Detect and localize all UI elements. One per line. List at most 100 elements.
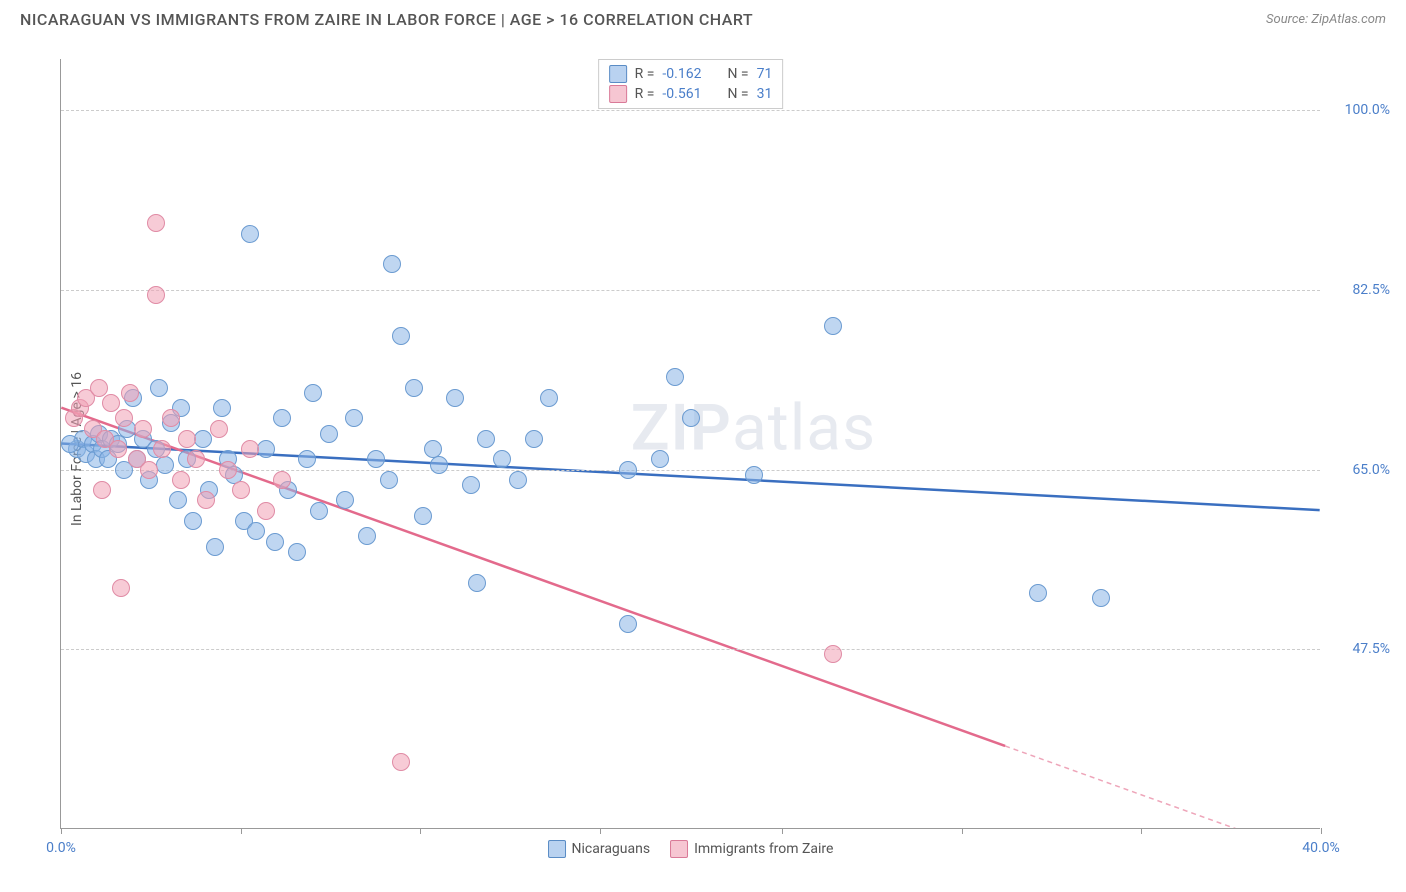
scatter-point [288,543,306,561]
scatter-point [115,409,133,427]
scatter-point [477,430,495,448]
gridline [61,649,1320,650]
scatter-point [210,420,228,438]
x-tick [420,828,421,834]
scatter-point [153,440,171,458]
scatter-point [745,466,763,484]
legend-item-nicaraguans: Nicaraguans [548,840,651,858]
scatter-point [619,461,637,479]
scatter-point [121,384,139,402]
scatter-point [1092,589,1110,607]
source-attribution: Source: ZipAtlas.com [1266,12,1386,27]
series-legend: Nicaraguans Immigrants from Zaire [548,840,834,858]
scatter-point [247,522,265,540]
scatter-point [380,471,398,489]
scatter-point [257,440,275,458]
scatter-point [184,512,202,530]
scatter-point [162,409,180,427]
scatter-point [310,502,328,520]
scatter-point [824,317,842,335]
r-label: R = [635,86,655,102]
scatter-point [273,409,291,427]
r-label: R = [635,66,655,82]
scatter-point [90,379,108,397]
gridline [61,290,1320,291]
x-tick [241,828,242,834]
scatter-point [298,450,316,468]
n-label: N = [727,86,748,102]
scatter-point [682,409,700,427]
scatter-point [446,389,464,407]
chart-title: NICARAGUAN VS IMMIGRANTS FROM ZAIRE IN L… [20,10,753,29]
scatter-point [241,225,259,243]
r-value-blue: -0.162 [662,66,701,82]
scatter-point [109,440,127,458]
scatter-point [169,491,187,509]
legend-label: Nicaraguans [572,841,651,857]
scatter-point [651,450,669,468]
legend-row-pink: R = -0.561 N = 31 [609,84,773,104]
scatter-point [257,502,275,520]
scatter-point [134,420,152,438]
watermark: ZIPatlas [631,391,876,466]
scatter-point [273,471,291,489]
legend-swatch-blue-icon [548,840,566,858]
legend-swatch-pink-icon [670,840,688,858]
scatter-point [197,491,215,509]
x-tick [962,828,963,834]
scatter-point [525,430,543,448]
x-tick-label: 40.0% [1302,840,1340,856]
scatter-point [468,574,486,592]
scatter-point [241,440,259,458]
y-tick-label: 100.0% [1330,102,1390,118]
scatter-point [194,430,212,448]
scatter-point [540,389,558,407]
scatter-point [213,399,231,417]
legend-swatch-blue-icon [609,65,627,83]
legend-swatch-pink-icon [609,85,627,103]
scatter-point [462,476,480,494]
scatter-point [336,491,354,509]
scatter-point [102,394,120,412]
scatter-point [619,615,637,633]
scatter-point [219,461,237,479]
correlation-legend: R = -0.162 N = 71 R = -0.561 N = 31 [598,59,784,109]
scatter-point [392,327,410,345]
gridline [61,110,1320,111]
scatter-point [93,481,111,499]
r-value-pink: -0.561 [662,86,701,102]
y-tick-label: 82.5% [1330,282,1390,298]
scatter-point [367,450,385,468]
scatter-point [150,379,168,397]
scatter-point [824,645,842,663]
scatter-point [172,471,190,489]
plot-area: ZIPatlas R = -0.162 N = 71 R = -0.561 N … [60,59,1320,829]
scatter-point [112,579,130,597]
scatter-point [147,286,165,304]
n-value-blue: 71 [757,66,773,82]
y-tick-label: 47.5% [1330,641,1390,657]
chart-container: In Labor Force | Age > 16 ZIPatlas R = -… [20,39,1386,859]
legend-item-zaire: Immigrants from Zaire [670,840,833,858]
scatter-point [383,255,401,273]
y-tick-label: 65.0% [1330,462,1390,478]
scatter-point [187,450,205,468]
x-tick [782,828,783,834]
x-tick [1321,828,1322,834]
scatter-point [232,481,250,499]
scatter-point [392,753,410,771]
scatter-point [266,533,284,551]
scatter-point [666,368,684,386]
legend-row-blue: R = -0.162 N = 71 [609,64,773,84]
scatter-point [304,384,322,402]
scatter-point [156,456,174,474]
scatter-point [320,425,338,443]
x-tick [1141,828,1142,834]
scatter-point [140,461,158,479]
scatter-point [345,409,363,427]
scatter-point [1029,584,1047,602]
scatter-point [405,379,423,397]
gridline [61,470,1320,471]
n-label: N = [727,66,748,82]
legend-label: Immigrants from Zaire [694,841,833,857]
